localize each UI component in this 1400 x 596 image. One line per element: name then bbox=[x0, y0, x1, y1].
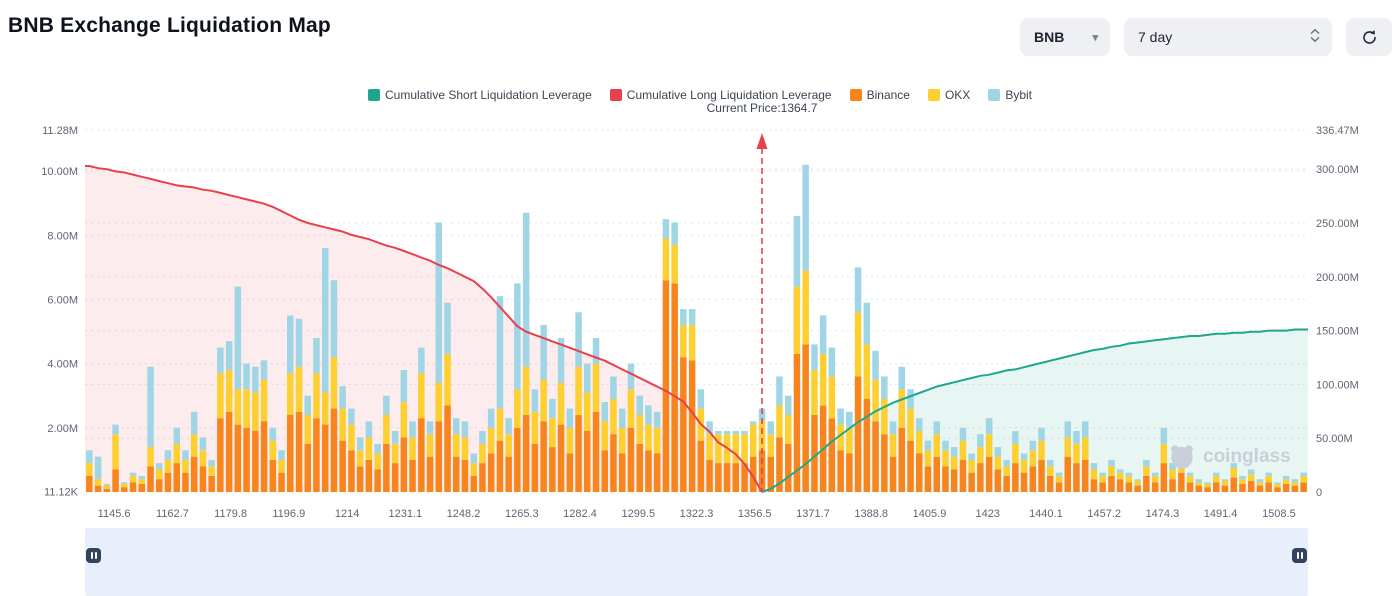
svg-text:1196.9: 1196.9 bbox=[272, 508, 305, 520]
svg-text:1423: 1423 bbox=[975, 508, 999, 520]
svg-text:1162.7: 1162.7 bbox=[156, 508, 189, 520]
chart-legend: Cumulative Short Liquidation Leverage Cum… bbox=[0, 88, 1400, 102]
coinglass-watermark: coinglass bbox=[1168, 444, 1291, 470]
svg-text:300.00M: 300.00M bbox=[1316, 164, 1359, 176]
svg-text:0: 0 bbox=[1316, 487, 1322, 499]
svg-text:336.47M: 336.47M bbox=[1316, 125, 1359, 137]
svg-text:1491.4: 1491.4 bbox=[1204, 508, 1238, 520]
svg-text:1231.1: 1231.1 bbox=[388, 508, 422, 520]
legend-swatch bbox=[609, 89, 622, 101]
svg-text:11.12K: 11.12K bbox=[44, 487, 79, 499]
current-price-label: Current Price:1364.7 bbox=[706, 101, 818, 115]
svg-text:1322.3: 1322.3 bbox=[680, 508, 714, 520]
svg-text:1179.8: 1179.8 bbox=[214, 508, 247, 520]
svg-text:1248.2: 1248.2 bbox=[447, 508, 481, 520]
updown-spinner-icon bbox=[1310, 28, 1320, 45]
svg-text:100.00M: 100.00M bbox=[1316, 379, 1359, 391]
header-controls: BNB ▾ 7 day bbox=[1020, 18, 1392, 56]
coinglass-logo-icon bbox=[1171, 445, 1193, 469]
svg-text:10.00M: 10.00M bbox=[41, 166, 78, 178]
svg-text:1356.5: 1356.5 bbox=[738, 508, 772, 520]
legend-swatch bbox=[849, 89, 862, 101]
svg-text:1299.5: 1299.5 bbox=[621, 508, 655, 520]
refresh-icon bbox=[1362, 29, 1376, 44]
svg-text:1474.3: 1474.3 bbox=[1146, 508, 1180, 520]
svg-text:150.00M: 150.00M bbox=[1316, 326, 1359, 338]
legend-label: Cumulative Short Liquidation Leverage bbox=[384, 88, 592, 102]
refresh-button[interactable] bbox=[1346, 18, 1392, 56]
legend-swatch bbox=[927, 89, 940, 101]
svg-text:4.00M: 4.00M bbox=[47, 359, 78, 371]
legend-item-cumulative-short-liquidation-leverage[interactable]: Cumulative Short Liquidation Leverage bbox=[367, 88, 592, 102]
legend-label: Binance bbox=[866, 88, 910, 102]
page-title: BNB Exchange Liquidation Map bbox=[8, 14, 331, 37]
header: BNB Exchange Liquidation Map BNB ▾ 7 day bbox=[0, 0, 1400, 70]
symbol-select-value: BNB bbox=[1034, 29, 1065, 45]
legend-label: Cumulative Long Liquidation Leverage bbox=[626, 88, 832, 102]
svg-text:250.00M: 250.00M bbox=[1316, 218, 1359, 230]
legend-item-cumulative-long-liquidation-leverage[interactable]: Cumulative Long Liquidation Leverage bbox=[609, 88, 832, 102]
legend-item-binance[interactable]: Binance bbox=[849, 88, 910, 102]
svg-text:1282.4: 1282.4 bbox=[563, 508, 597, 520]
svg-text:1214: 1214 bbox=[335, 508, 359, 520]
svg-text:2.00M: 2.00M bbox=[47, 423, 78, 435]
datazoom-left-handle[interactable] bbox=[86, 548, 101, 563]
liquidation-chart-svg[interactable]: 11.28M 10.00M 8.00M 6.00M 4.00M 2.00M 11.12K 33… bbox=[0, 0, 1400, 525]
svg-text:1440.1: 1440.1 bbox=[1029, 508, 1063, 520]
period-select-value: 7 day bbox=[1138, 29, 1173, 45]
svg-text:1145.6: 1145.6 bbox=[98, 508, 131, 520]
datazoom-track[interactable] bbox=[85, 528, 1308, 596]
svg-text:8.00M: 8.00M bbox=[47, 230, 78, 242]
svg-text:200.00M: 200.00M bbox=[1316, 272, 1359, 284]
svg-text:11.28M: 11.28M bbox=[42, 125, 78, 137]
legend-swatch bbox=[367, 89, 380, 101]
legend-item-bybit[interactable]: Bybit bbox=[988, 88, 1032, 102]
datazoom-right-handle[interactable] bbox=[1292, 548, 1307, 563]
period-select[interactable]: 7 day bbox=[1124, 18, 1332, 56]
legend-label: OKX bbox=[944, 88, 971, 102]
svg-text:50.00M: 50.00M bbox=[1316, 433, 1353, 445]
svg-text:1388.8: 1388.8 bbox=[854, 508, 888, 520]
legend-label: Bybit bbox=[1005, 88, 1032, 102]
svg-text:1457.2: 1457.2 bbox=[1087, 508, 1121, 520]
svg-text:1508.5: 1508.5 bbox=[1262, 508, 1296, 520]
legend-item-okx[interactable]: OKX bbox=[927, 88, 971, 102]
symbol-select[interactable]: BNB ▾ bbox=[1020, 18, 1110, 56]
svg-text:6.00M: 6.00M bbox=[47, 294, 78, 306]
svg-text:1371.7: 1371.7 bbox=[796, 508, 830, 520]
svg-text:1405.9: 1405.9 bbox=[913, 508, 947, 520]
legend-swatch bbox=[988, 89, 1001, 101]
chevron-down-icon: ▾ bbox=[1092, 31, 1098, 44]
svg-text:1265.3: 1265.3 bbox=[505, 508, 539, 520]
coinglass-watermark-text: coinglass bbox=[1203, 446, 1291, 467]
